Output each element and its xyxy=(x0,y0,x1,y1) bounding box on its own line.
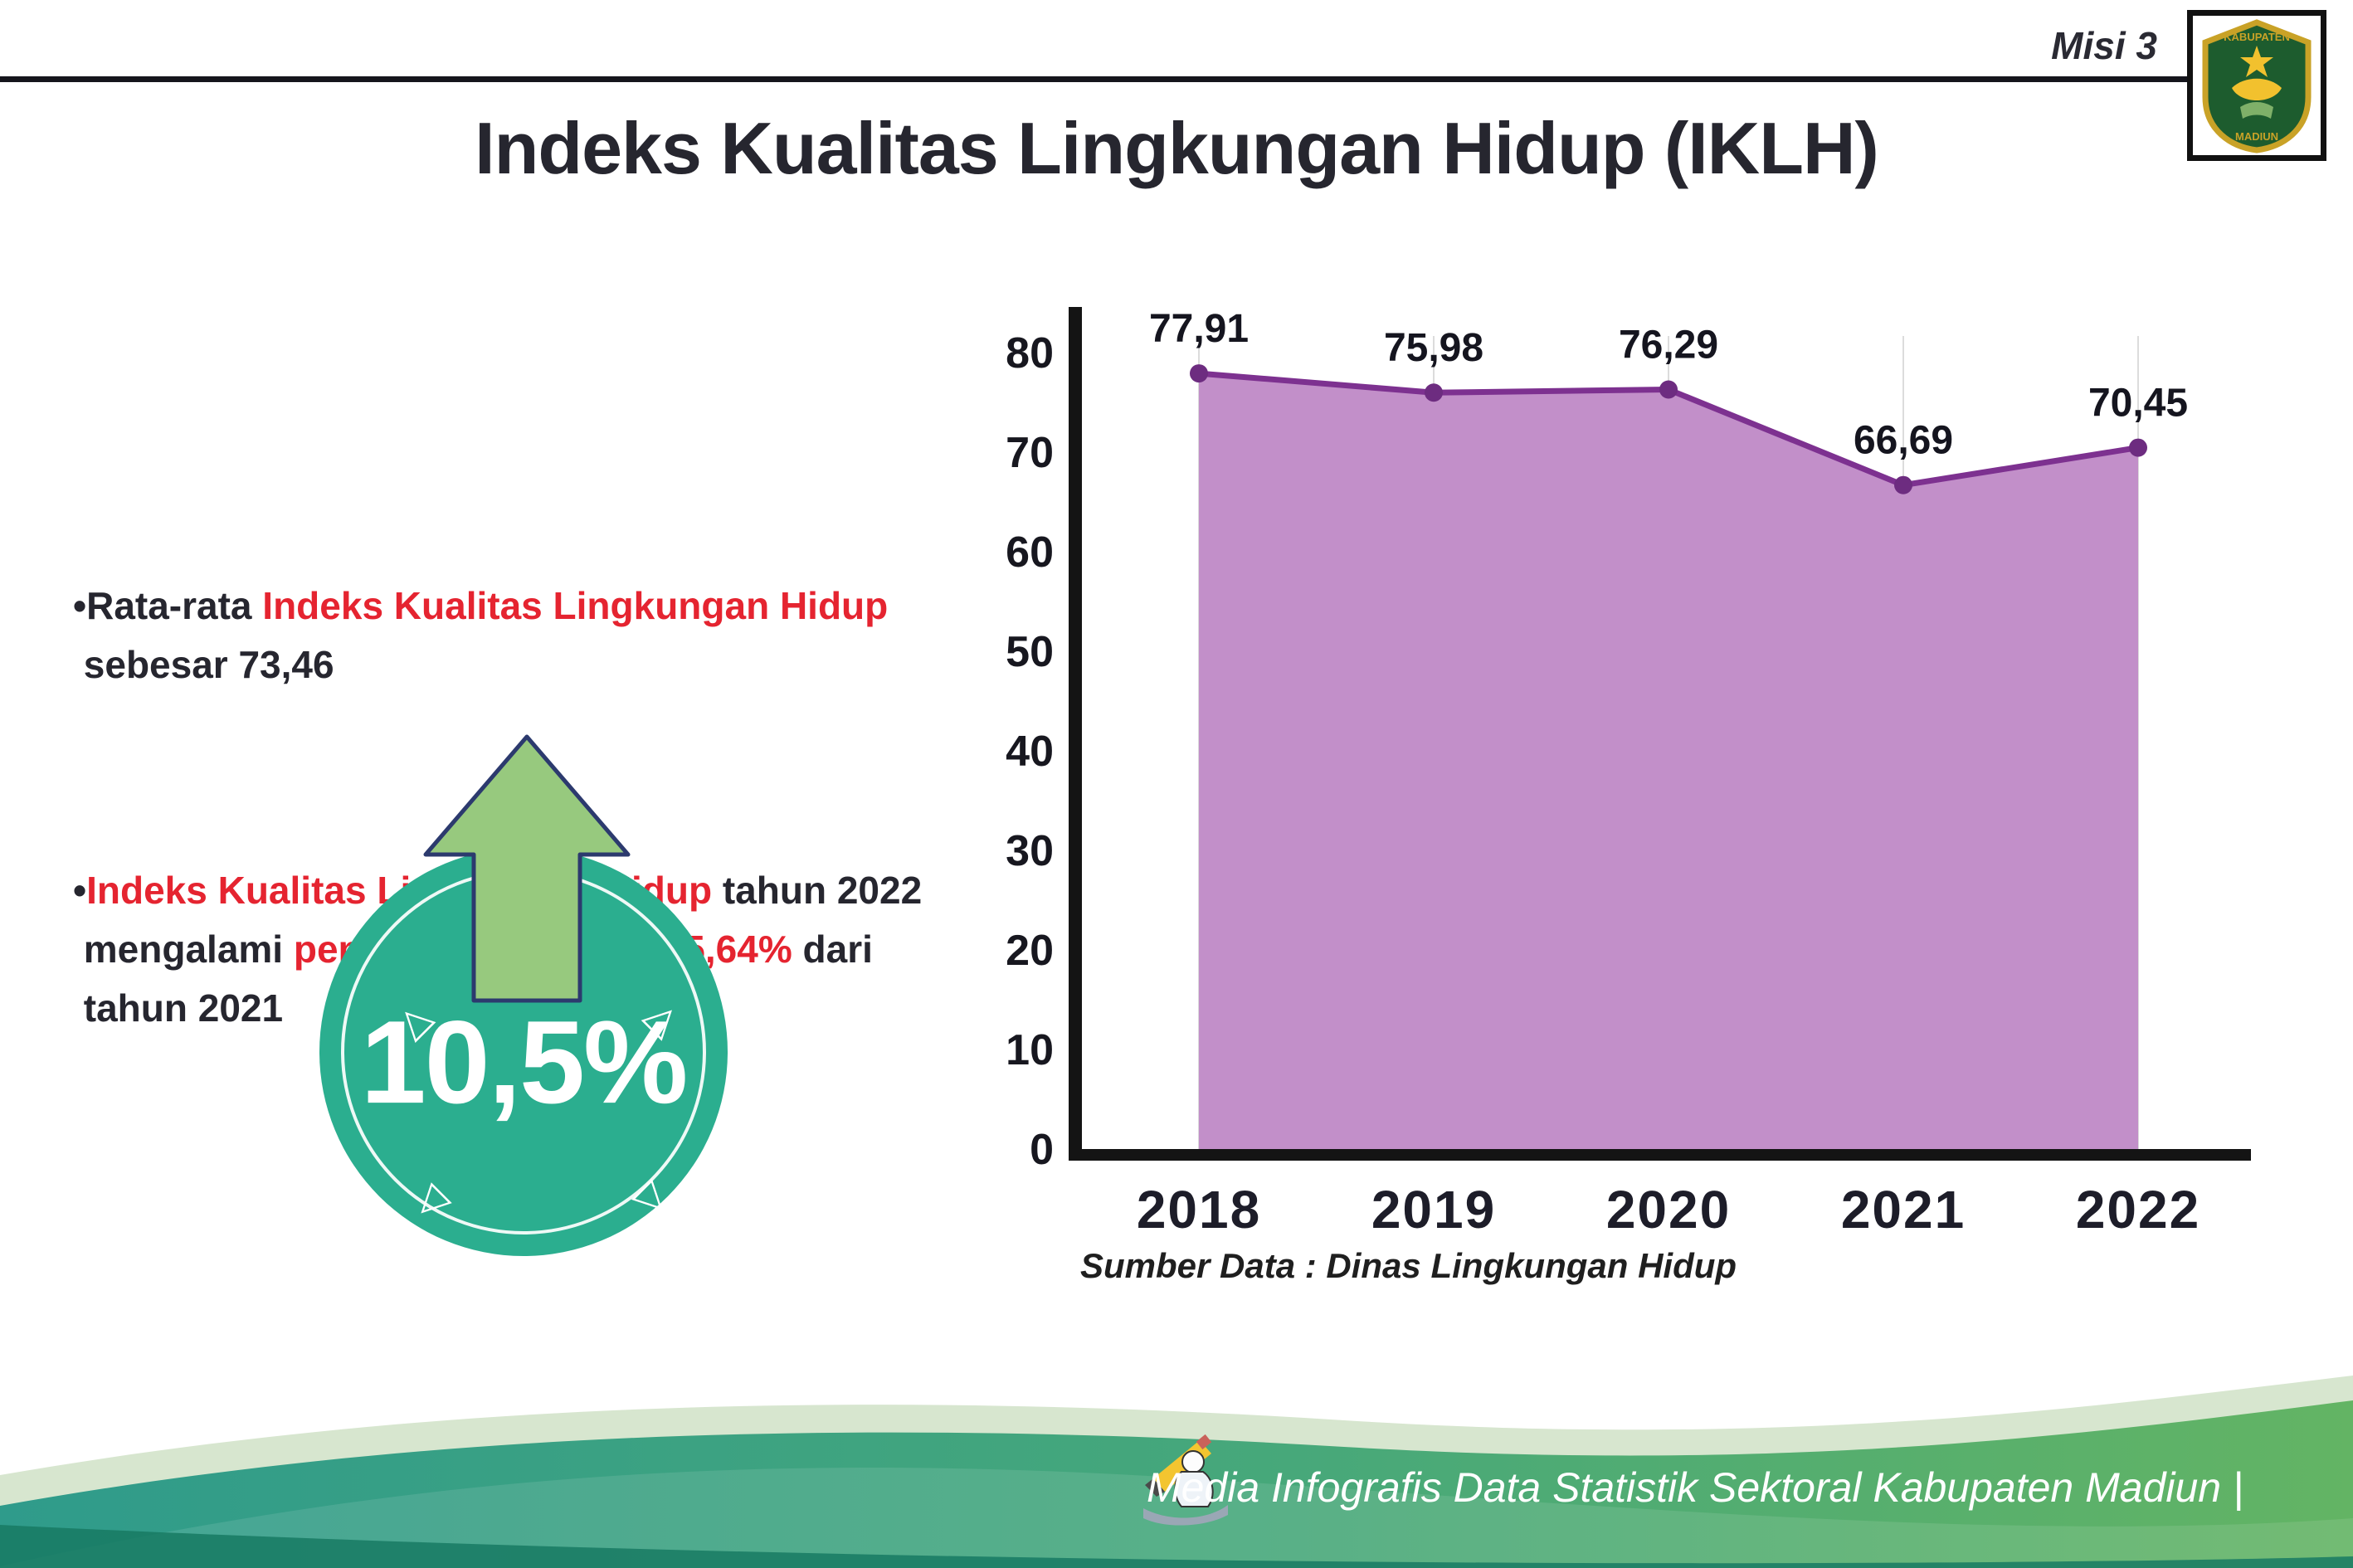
text-segment: sebesar 73,46 xyxy=(83,642,334,686)
text-segment: •Rata-rata xyxy=(73,583,263,627)
chart-value-label: 70,45 xyxy=(2088,382,2188,426)
chart-ytick-label: 80 xyxy=(1006,329,1054,377)
chart-marker xyxy=(1894,475,1912,494)
chart-xtick-label: 2018 xyxy=(1137,1180,1261,1239)
chart-y-axis xyxy=(1069,307,1082,1161)
kabupaten-madiun-logo: KABUPATEN MADIUN xyxy=(2187,10,2326,161)
header-rule xyxy=(0,76,2192,82)
writer-mascot-icon xyxy=(1143,1434,1228,1526)
chart-value-label: 76,29 xyxy=(1619,324,1718,368)
chart-ytick-label: 30 xyxy=(1006,827,1054,875)
text-segment: Indeks Kualitas Lingkungan Hidup xyxy=(262,583,889,627)
chart-marker xyxy=(1425,383,1443,402)
chart-canvas: 77,91 75,98 76,29 66,69 70,45 0 10 20 30 40 50 60 70… xyxy=(1006,307,2251,1239)
svg-text:MADIUN: MADIUN xyxy=(2235,130,2278,143)
chart-ytick-label: 20 xyxy=(1006,927,1054,975)
crest-icon: KABUPATEN MADIUN xyxy=(2202,19,2312,153)
chart-ytick-label: 70 xyxy=(1006,429,1054,477)
chart-xtick-label: 2022 xyxy=(2076,1180,2200,1239)
chart-xtick-label: 2021 xyxy=(1841,1180,1966,1239)
chart-ytick-label: 10 xyxy=(1006,1026,1054,1074)
badge-percentage: 10,5% xyxy=(360,996,689,1129)
chart-marker xyxy=(1190,364,1208,383)
chart-xtick-label: 2019 xyxy=(1371,1180,1496,1239)
chart-area xyxy=(1199,373,2138,1149)
page-title: Indeks Kualitas Lingkungan Hidup (IKLH) xyxy=(475,107,1879,189)
svg-text:KABUPATEN: KABUPATEN xyxy=(2224,31,2290,43)
chart-value-label: 77,91 xyxy=(1149,307,1249,351)
bullet-average-iklh: •Rata-rata Indeks Kualitas Lingkungan Hi… xyxy=(73,577,1077,695)
text-segment: dari tahun 2021 xyxy=(83,928,873,1030)
chart-ytick-label: 40 xyxy=(1006,728,1054,776)
source-note: Sumber Data : Dinas Lingkungan Hidup xyxy=(1080,1246,1737,1285)
text-segment: tahun 2022 mengalami xyxy=(83,868,923,971)
chart-ytick-label: 50 xyxy=(1006,628,1054,676)
up-arrow-icon xyxy=(423,734,631,1003)
chart-x-axis xyxy=(1069,1149,2251,1161)
chart-ytick-label: 0 xyxy=(1030,1126,1054,1174)
chart-ytick-label: 60 xyxy=(1006,528,1054,577)
chart-marker xyxy=(1659,380,1678,399)
chart-value-label: 75,98 xyxy=(1384,326,1483,370)
text-segment: • xyxy=(73,868,87,912)
footer-caption: Media Infografis Data Statistik Sektoral… xyxy=(1146,1464,2243,1511)
chart-xtick-label: 2020 xyxy=(1606,1180,1731,1239)
iklh-area-chart: 77,91 75,98 76,29 66,69 70,45 0 10 20 30 40 50 60 70… xyxy=(954,290,2282,1336)
chart-value-label: 66,69 xyxy=(1854,419,1953,463)
chart-marker xyxy=(2129,438,2147,457)
misi-label: Misi 3 xyxy=(2051,24,2157,67)
